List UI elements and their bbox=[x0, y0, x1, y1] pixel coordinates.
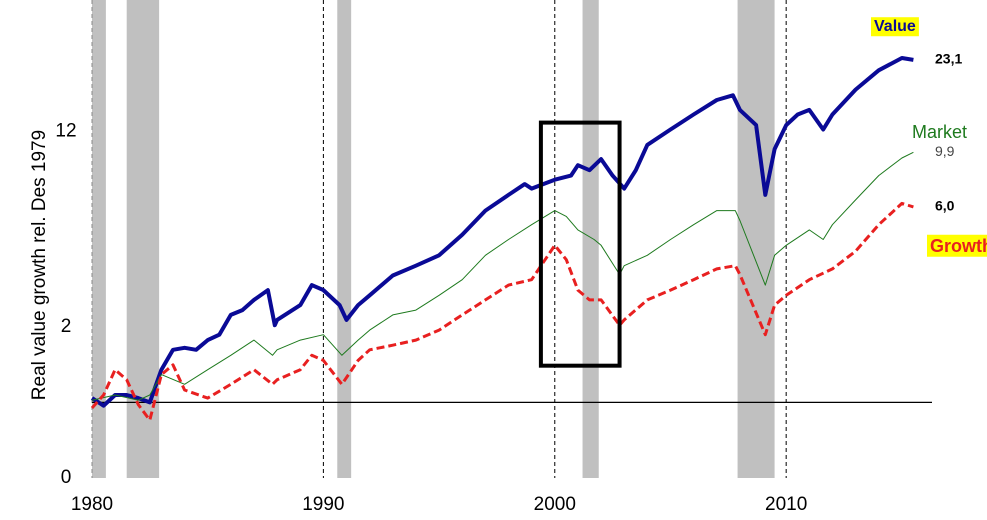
highlight-box bbox=[538, 120, 622, 368]
x-tick-label: 1980 bbox=[71, 494, 113, 515]
y-tick-label: 2 bbox=[61, 316, 72, 337]
y-axis-label: Real value growth rel. Des 1979 bbox=[29, 130, 50, 400]
recession-band bbox=[582, 0, 599, 478]
recessions bbox=[92, 0, 775, 478]
x-tick-label: 1990 bbox=[302, 494, 344, 515]
legend-label-bg bbox=[927, 234, 987, 257]
legend-label: Growth bbox=[930, 236, 987, 256]
y-tick-label: 12 bbox=[55, 120, 76, 141]
series-line bbox=[90, 201, 914, 422]
recession-band bbox=[337, 0, 352, 478]
legend-label: Market bbox=[912, 122, 967, 142]
legend-label-bg bbox=[871, 17, 919, 37]
legend-label: Value bbox=[874, 18, 916, 35]
x-tick-label: 2000 bbox=[534, 494, 576, 515]
end-label: 9,9 bbox=[935, 143, 955, 159]
end-label: 6,0 bbox=[935, 198, 955, 214]
end-label: 23,1 bbox=[935, 51, 962, 67]
x-tick-label: 2010 bbox=[765, 494, 807, 515]
y-tick-label: 0 bbox=[61, 467, 72, 488]
series-line bbox=[91, 151, 914, 401]
recession-band bbox=[92, 0, 106, 478]
series-line bbox=[90, 56, 914, 408]
recession-band bbox=[737, 0, 775, 478]
